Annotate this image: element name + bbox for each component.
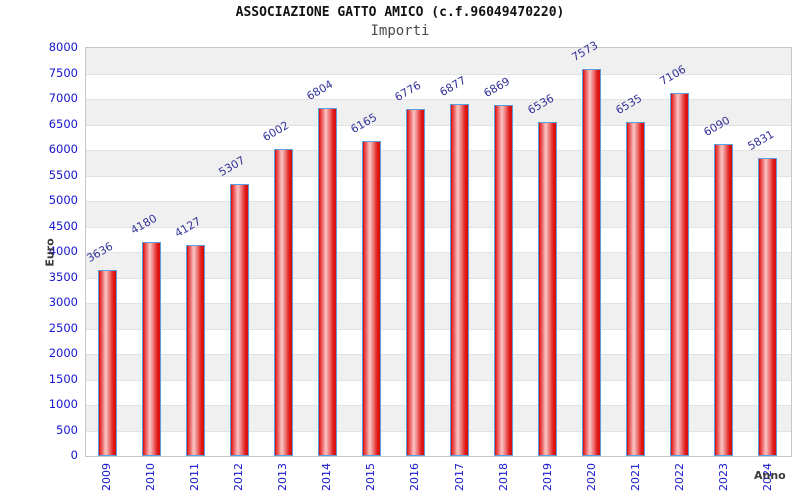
y-tick-label: 500 bbox=[56, 422, 78, 437]
y-tick-label: 1500 bbox=[48, 371, 78, 386]
x-tick-label: 2011 bbox=[188, 463, 202, 491]
x-tick-label: 2022 bbox=[672, 463, 686, 491]
bar bbox=[714, 144, 734, 456]
bar bbox=[538, 121, 558, 456]
x-tick-label: 2012 bbox=[232, 463, 246, 491]
x-tick-label: 2018 bbox=[496, 463, 510, 491]
x-tick-label: 2023 bbox=[716, 463, 730, 491]
y-tick-label: 0 bbox=[70, 448, 78, 462]
y-tick-label: 4500 bbox=[48, 218, 78, 233]
bar bbox=[97, 269, 117, 456]
bar bbox=[626, 121, 646, 456]
x-tick-label: 2015 bbox=[364, 463, 378, 491]
y-tick-label: 2500 bbox=[48, 320, 78, 335]
y-tick-label: 6500 bbox=[48, 116, 78, 131]
bar bbox=[758, 157, 778, 456]
y-tick-label: 5000 bbox=[48, 193, 78, 207]
bar bbox=[185, 244, 205, 456]
bar bbox=[141, 241, 161, 456]
bar bbox=[494, 104, 514, 456]
x-tick-label: 2021 bbox=[628, 463, 642, 491]
bar bbox=[582, 68, 602, 456]
bar bbox=[273, 148, 293, 456]
y-tick-label: 1000 bbox=[48, 397, 78, 411]
x-tick-label: 2014 bbox=[320, 463, 334, 491]
x-tick-label: 2017 bbox=[452, 463, 466, 491]
x-axis-title: Anno bbox=[754, 469, 786, 482]
bar bbox=[317, 107, 337, 456]
y-tick-label: 3000 bbox=[48, 295, 78, 309]
x-tick-label: 2013 bbox=[276, 463, 290, 491]
y-tick-label: 2000 bbox=[48, 346, 78, 360]
bar bbox=[229, 184, 249, 456]
chart-title: ASSOCIAZIONE GATTO AMICO (c.f.9604947022… bbox=[235, 5, 565, 20]
bar bbox=[450, 104, 470, 456]
y-tick-label: 4000 bbox=[48, 244, 78, 258]
y-tick-label: 7000 bbox=[48, 91, 78, 105]
x-tick-label: 2010 bbox=[144, 463, 158, 491]
y-tick-label: 8000 bbox=[48, 40, 78, 54]
x-tick-label: 2020 bbox=[584, 463, 598, 491]
y-axis-title: Euro bbox=[43, 238, 57, 267]
bar bbox=[405, 109, 425, 456]
plot-band bbox=[86, 48, 791, 74]
x-tick-label: 2019 bbox=[540, 463, 554, 491]
bar bbox=[670, 92, 690, 456]
chart-subtitle: Importi bbox=[370, 23, 430, 39]
y-tick-label: 6000 bbox=[48, 142, 78, 156]
x-tick-label: 2016 bbox=[408, 463, 422, 491]
bar bbox=[361, 140, 381, 456]
x-tick-label: 2009 bbox=[100, 463, 114, 491]
y-tick-label: 5500 bbox=[48, 167, 78, 182]
y-tick-label: 3500 bbox=[48, 269, 78, 284]
y-tick-label: 7500 bbox=[48, 65, 78, 80]
